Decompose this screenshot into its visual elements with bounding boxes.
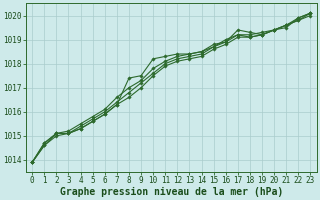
X-axis label: Graphe pression niveau de la mer (hPa): Graphe pression niveau de la mer (hPa) bbox=[60, 186, 283, 197]
